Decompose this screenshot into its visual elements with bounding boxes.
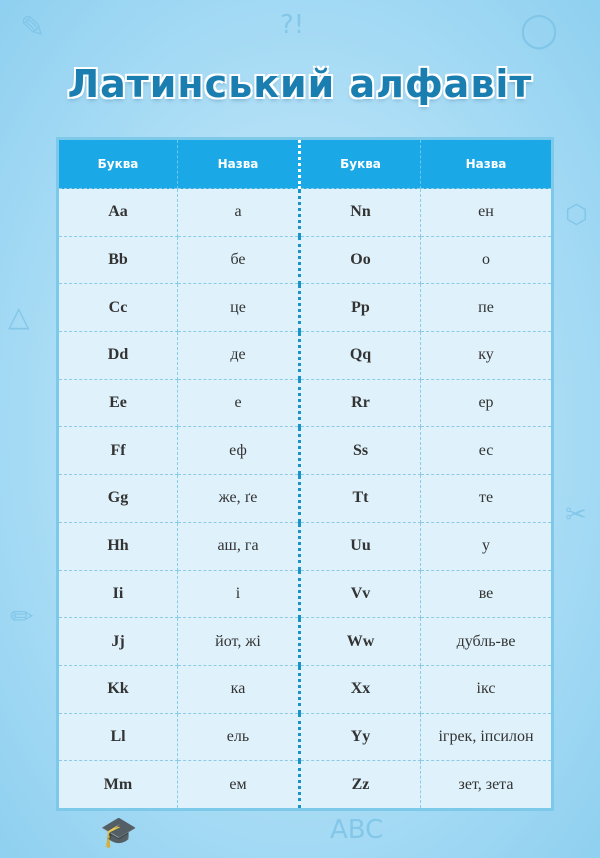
letter-cell: Dd: [57, 331, 178, 380]
letter-cell: Vv: [299, 569, 421, 619]
letter-cell: Mm: [57, 760, 178, 810]
table-row: Ee е Rr ер: [57, 378, 553, 428]
name-cell: о: [420, 235, 553, 285]
letter-cell: Hh: [57, 521, 178, 571]
name-cell: е: [177, 378, 301, 428]
name-cell: ем: [177, 760, 301, 810]
name-cell: пе: [420, 283, 553, 333]
page-title: Латинський алфавіт: [67, 62, 533, 106]
letter-cell: Aa: [57, 188, 178, 237]
table-row: Dd де Qq ку: [57, 331, 553, 380]
header-letter: Буква: [299, 138, 421, 189]
name-cell: ку: [420, 331, 553, 380]
school-doodle-icon: ABC: [330, 815, 384, 845]
table-row: Jj йот, жі Ww дубль-ве: [57, 617, 553, 666]
name-cell: ер: [420, 378, 553, 428]
name-cell: і: [177, 569, 301, 619]
letter-cell: Ss: [299, 426, 421, 476]
letter-cell: Yy: [299, 712, 421, 762]
letter-cell: Uu: [299, 521, 421, 571]
table-row: Ii і Vv ве: [57, 569, 553, 619]
name-cell: еф: [177, 426, 301, 476]
letter-cell: Qq: [299, 331, 421, 380]
name-cell: йот, жі: [177, 617, 301, 666]
table-row: Ll ель Yy ігрек, іпсилон: [57, 712, 553, 762]
table-row: Aa а Nn ен: [57, 188, 553, 237]
letter-cell: Ll: [57, 712, 178, 762]
letter-cell: Ww: [299, 617, 421, 666]
header-name: Назва: [177, 138, 301, 189]
table-row: Bb бе Oo о: [57, 235, 553, 285]
school-doodle-icon: ✎: [20, 10, 46, 45]
name-cell: у: [420, 521, 553, 571]
letter-cell: Nn: [299, 188, 421, 237]
name-cell: це: [177, 283, 301, 333]
name-cell: те: [420, 474, 553, 523]
name-cell: зет, зета: [420, 760, 553, 810]
header-letter: Буква: [57, 138, 178, 189]
table-row: Ff еф Ss ес: [57, 426, 553, 476]
letter-cell: Xx: [299, 664, 421, 714]
name-cell: аш, га: [177, 521, 301, 571]
table-row: Gg же, ґе Tt те: [57, 474, 553, 523]
alphabet-table: Буква Назва Буква Назва Aa а Nn ен Bb бе Oo о Cc…: [56, 137, 554, 811]
name-cell: а: [177, 188, 301, 237]
letter-cell: Pp: [299, 283, 421, 333]
name-cell: ка: [177, 664, 301, 714]
name-cell: ес: [420, 426, 553, 476]
school-doodle-icon: ◯: [520, 10, 559, 50]
letter-cell: Zz: [299, 760, 421, 810]
name-cell: ен: [420, 188, 553, 237]
letter-cell: Ii: [57, 569, 178, 619]
letter-cell: Ff: [57, 426, 178, 476]
letter-cell: Ee: [57, 378, 178, 428]
school-doodle-icon: ✏: [10, 600, 34, 633]
school-doodle-icon: ✂: [565, 500, 587, 530]
name-cell: де: [177, 331, 301, 380]
table-row: Mm ем Zz зет, зета: [57, 760, 553, 810]
name-cell: же, ґе: [177, 474, 301, 523]
school-doodle-icon: △: [8, 300, 30, 333]
header-name: Назва: [420, 138, 553, 189]
name-cell: бе: [177, 235, 301, 285]
letter-cell: Tt: [299, 474, 421, 523]
name-cell: ве: [420, 569, 553, 619]
letter-cell: Bb: [57, 235, 178, 285]
name-cell: ікс: [420, 664, 553, 714]
name-cell: ель: [177, 712, 301, 762]
letter-cell: Kk: [57, 664, 178, 714]
name-cell: ігрек, іпсилон: [420, 712, 553, 762]
table-row: Cc це Pp пе: [57, 283, 553, 333]
school-doodle-icon: ?!: [280, 10, 305, 40]
letter-cell: Cc: [57, 283, 178, 333]
letter-cell: Gg: [57, 474, 178, 523]
table-row: Kk ка Xx ікс: [57, 664, 553, 714]
letter-cell: Jj: [57, 617, 178, 666]
letter-cell: Rr: [299, 378, 421, 428]
name-cell: дубль-ве: [420, 617, 553, 666]
school-doodle-icon: 🎓: [100, 815, 138, 850]
school-doodle-icon: ⬡: [565, 200, 588, 230]
table-header-row: Буква Назва Буква Назва: [57, 138, 553, 189]
letter-cell: Oo: [299, 235, 421, 285]
table-row: Hh аш, га Uu у: [57, 521, 553, 571]
